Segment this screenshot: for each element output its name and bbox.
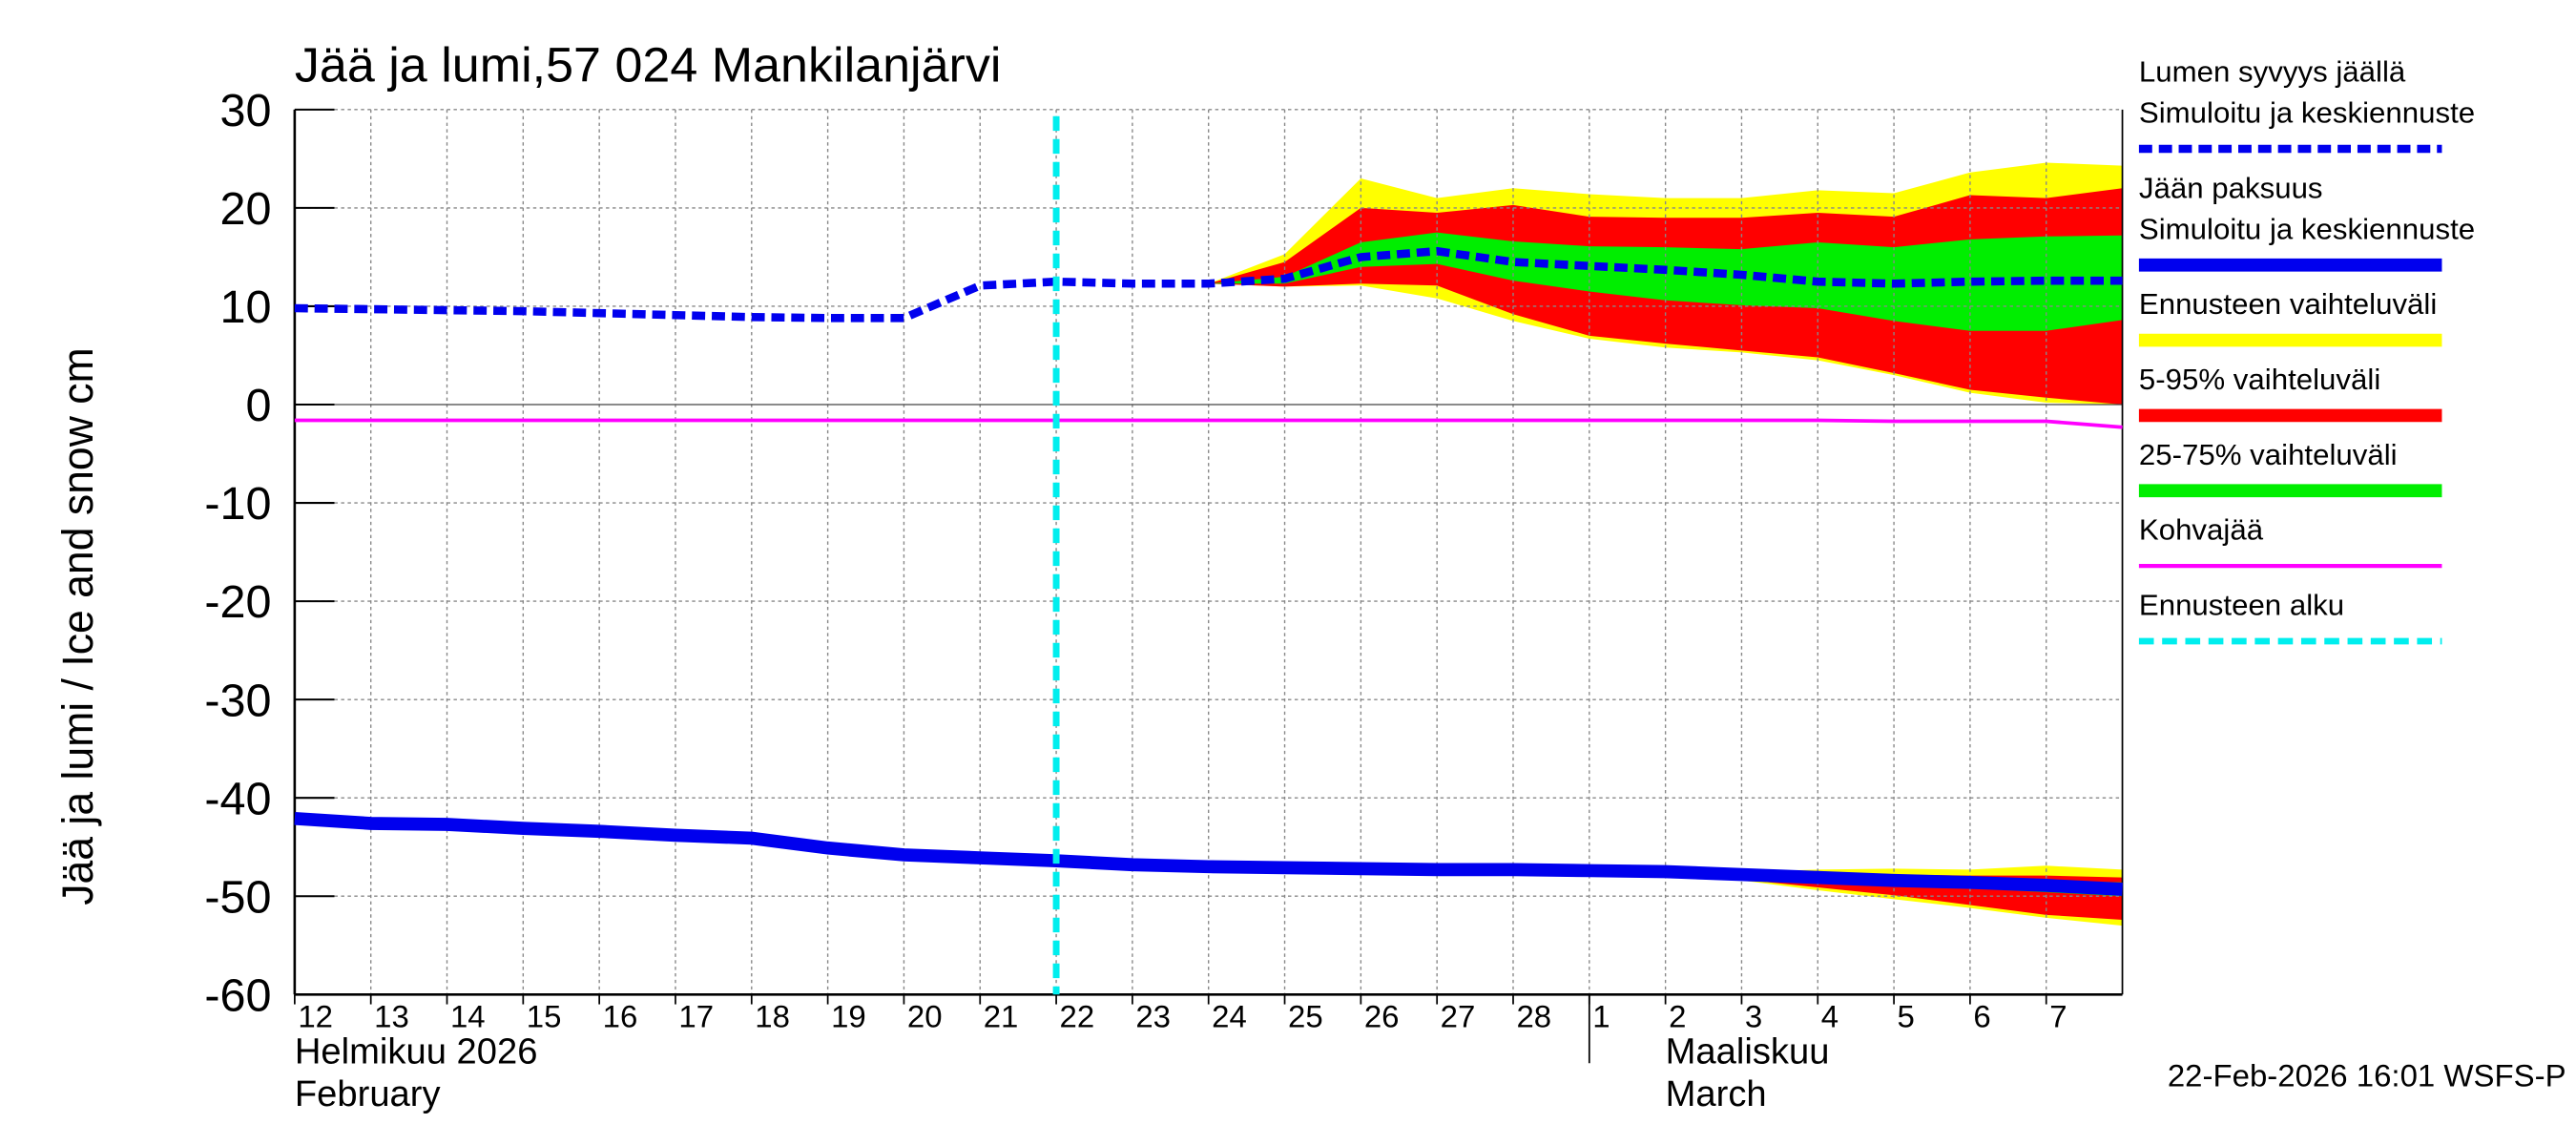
y-tick-label: -40 [204, 774, 271, 825]
x-tick-label: 24 [1212, 999, 1247, 1034]
x-tick-label: 14 [450, 999, 486, 1034]
x-tick-label: 2 [1669, 999, 1686, 1034]
x-tick-label: 22 [1060, 999, 1095, 1034]
y-tick-label: 20 [220, 183, 272, 235]
series-line [294, 418, 2123, 429]
x-tick-label: 15 [527, 999, 562, 1034]
month-label: Maaliskuu [1666, 1031, 1830, 1072]
y-tick-label: -50 [204, 872, 271, 924]
series-line [294, 811, 2123, 896]
x-tick-label: 5 [1898, 999, 1915, 1034]
legend-label: Simuloitu ja keskiennuste [2139, 96, 2475, 130]
month-label: February [295, 1074, 441, 1114]
month-label: March [1666, 1074, 1767, 1114]
legend-label: Kohvajää [2139, 513, 2264, 547]
x-tick-label: 28 [1516, 999, 1551, 1034]
legend-label: Jään paksuus [2139, 172, 2323, 205]
x-tick-label: 26 [1364, 999, 1400, 1034]
x-tick-label: 23 [1135, 999, 1171, 1034]
y-tick-label: -60 [204, 970, 271, 1022]
legend-label: Lumen syvyys jäällä [2139, 55, 2406, 89]
y-tick-label: -20 [204, 576, 271, 628]
legend-label: Simuloitu ja keskiennuste [2139, 212, 2475, 245]
legend-label: 5-95% vaihteluväli [2139, 363, 2380, 396]
x-tick-label: 17 [678, 999, 714, 1034]
y-axis-label: Jää ja lumi / Ice and snow cm [53, 347, 102, 905]
x-tick-label: 16 [603, 999, 638, 1034]
y-tick-label: 10 [220, 281, 272, 333]
x-tick-label: 20 [907, 999, 943, 1034]
x-tick-label: 25 [1288, 999, 1323, 1034]
month-label: Helmikuu 2026 [295, 1031, 538, 1072]
legend-label: Ennusteen vaihteluväli [2139, 287, 2437, 321]
y-tick-label: -10 [204, 478, 271, 530]
x-tick-label: 1 [1592, 999, 1610, 1034]
x-tick-label: 21 [984, 999, 1019, 1034]
series-line [294, 246, 2123, 323]
legend-label: 25-75% vaihteluväli [2139, 438, 2398, 471]
x-tick-label: 4 [1821, 999, 1839, 1034]
x-tick-label: 6 [1973, 999, 1990, 1034]
x-tick-label: 13 [374, 999, 409, 1034]
chart-title: Jää ja lumi,57 024 Mankilanjärvi [295, 37, 1002, 93]
footer: 22-Feb-2026 16:01 WSFS-P [2168, 1057, 2566, 1093]
y-tick-label: 30 [220, 85, 272, 136]
x-tick-label: 18 [755, 999, 790, 1034]
y-tick-label: 0 [246, 380, 272, 431]
x-tick-label: 27 [1441, 999, 1476, 1034]
x-tick-label: 3 [1745, 999, 1762, 1034]
x-tick-label: 19 [831, 999, 866, 1034]
x-tick-label: 12 [298, 999, 333, 1034]
x-tick-label: 7 [2049, 999, 2067, 1034]
legend-label: Ennusteen alku [2139, 589, 2344, 622]
y-tick-label: -30 [204, 676, 271, 727]
